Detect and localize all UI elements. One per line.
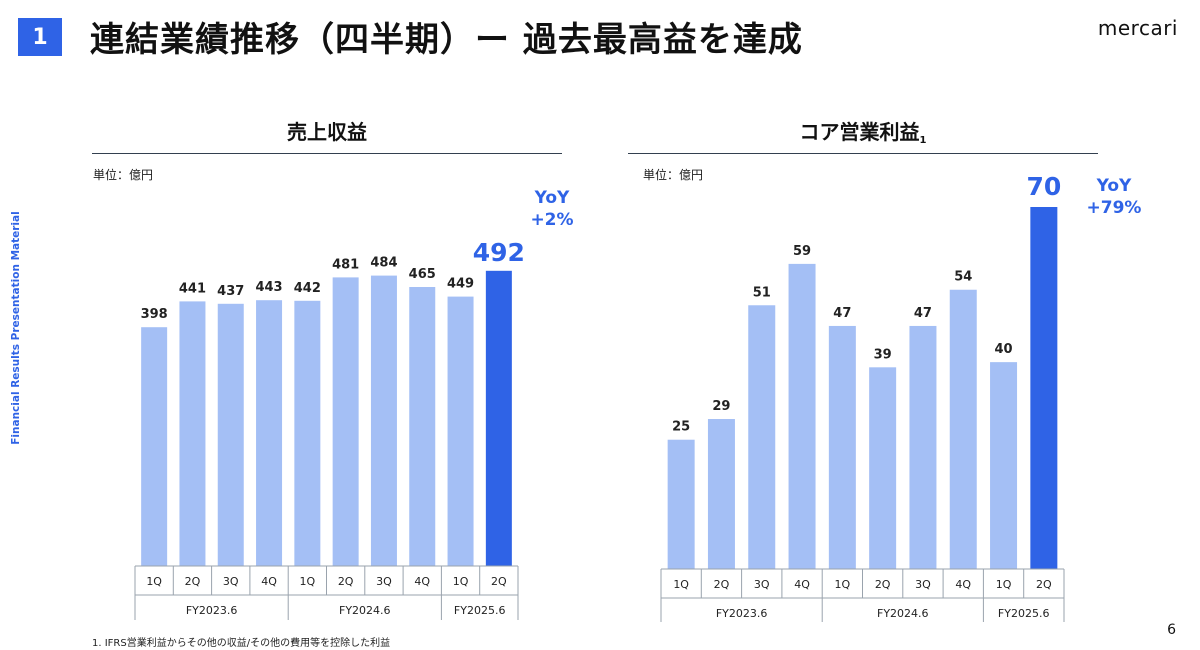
group-label-core-profit-2: FY2024.6 (877, 607, 929, 620)
bar-core-profit-1 (667, 439, 695, 569)
bar-value-label-revenue-7: 484 (370, 256, 397, 271)
tick-label-revenue-4: 4Q (261, 575, 277, 588)
group-label-core-profit-3: FY2025.6 (998, 607, 1050, 620)
tick-label-core-profit-9: 1Q (996, 578, 1012, 591)
tick-label-revenue-2: 2Q (185, 575, 201, 588)
bar-value-label-revenue-8: 465 (409, 267, 436, 282)
tick-label-core-profit-7: 3Q (915, 578, 931, 591)
bar-value-label-core-profit-9: 40 (995, 342, 1013, 357)
page-title: 連結業績推移（四半期）ー 過去最高益を達成 (90, 20, 803, 60)
bar-revenue-7 (370, 275, 397, 566)
tick-label-core-profit-1: 1Q (673, 578, 689, 591)
unit-label-revenue: 単位：億円 (93, 168, 154, 182)
page-number: 6 (1167, 622, 1176, 638)
bar-value-label-revenue-3: 437 (217, 284, 244, 299)
bar-value-label-core-profit-2: 29 (712, 399, 730, 414)
bar-core-profit-10 (1030, 207, 1058, 569)
group-label-revenue-1: FY2023.6 (186, 604, 238, 617)
bar-core-profit-6 (869, 367, 897, 569)
tick-label-core-profit-10: 2Q (1036, 578, 1052, 591)
tick-label-revenue-3: 3Q (223, 575, 239, 588)
yoy-label-core-profit: YoY (1096, 176, 1132, 196)
tick-label-core-profit-6: 2Q (875, 578, 891, 591)
bar-value-label-core-profit-7: 47 (914, 306, 932, 321)
bar-core-profit-4 (788, 263, 816, 569)
bar-core-profit-8 (949, 289, 977, 569)
bar-value-label-revenue-2: 441 (179, 281, 206, 296)
chart-title-revenue-text: 売上収益 (287, 120, 367, 144)
tick-label-core-profit-5: 1Q (835, 578, 851, 591)
bar-core-profit-9 (990, 362, 1018, 569)
bar-value-label-revenue-1: 398 (141, 307, 168, 322)
group-label-revenue-2: FY2024.6 (339, 604, 391, 617)
bar-revenue-5 (294, 300, 321, 566)
bar-value-label-core-profit-8: 54 (954, 270, 972, 285)
chart-title-core-operating-profit: コア営業利益1 (628, 116, 1098, 146)
group-label-revenue-3: FY2025.6 (454, 604, 506, 617)
tick-label-revenue-9: 1Q (453, 575, 469, 588)
bar-revenue-10 (485, 270, 512, 566)
chart-title-revenue: 売上収益 (92, 116, 562, 145)
tick-label-revenue-8: 4Q (414, 575, 430, 588)
tick-label-revenue-10: 2Q (491, 575, 507, 588)
yoy-value-core-profit: +79% (1087, 198, 1142, 218)
bar-revenue-1 (141, 327, 168, 566)
bar-value-label-core-profit-3: 51 (753, 285, 771, 300)
bar-value-label-core-profit-5: 47 (833, 306, 851, 321)
tick-label-core-profit-3: 3Q (754, 578, 770, 591)
group-label-core-profit-1: FY2023.6 (716, 607, 768, 620)
tick-label-revenue-1: 1Q (146, 575, 162, 588)
yoy-label-revenue: YoY (534, 188, 570, 208)
yoy-value-revenue: +2% (530, 210, 573, 230)
bar-core-profit-3 (748, 305, 776, 569)
bar-value-label-revenue-9: 449 (447, 277, 474, 292)
tick-label-revenue-7: 3Q (376, 575, 392, 588)
bar-revenue-8 (409, 287, 436, 566)
mercari-logo: mercari (1097, 16, 1178, 40)
bar-value-label-revenue-6: 481 (332, 257, 359, 272)
bar-core-profit-5 (828, 325, 856, 569)
tick-label-core-profit-8: 4Q (955, 578, 971, 591)
bar-revenue-9 (447, 296, 474, 566)
unit-label-core-operating-profit: 単位：億円 (643, 168, 704, 182)
bar-core-profit-7 (909, 325, 937, 569)
bar-value-label-revenue-4: 443 (255, 280, 282, 295)
tick-label-core-profit-2: 2Q (714, 578, 730, 591)
chart-title-core-operating-profit-sup: 1 (919, 135, 927, 146)
tick-label-revenue-5: 1Q (300, 575, 316, 588)
bar-revenue-6 (332, 277, 359, 566)
bar-value-label-core-profit-1: 25 (672, 420, 690, 435)
footnote: 1. IFRS営業利益からその他の収益/その他の費用等を控除した利益 (92, 638, 391, 649)
bar-revenue-2 (179, 301, 206, 566)
bar-revenue-3 (217, 303, 244, 566)
bar-core-profit-2 (707, 419, 735, 569)
bar-revenue-4 (256, 300, 283, 566)
bar-value-label-revenue-5: 442 (294, 281, 321, 296)
title-rule-revenue (92, 153, 562, 154)
bar-value-label-revenue-10: 492 (473, 238, 525, 267)
bar-value-label-core-profit-4: 59 (793, 244, 811, 259)
chart-title-core-operating-profit-text: コア営業利益 (799, 120, 920, 144)
section-number-badge: 1 (18, 18, 62, 56)
tick-label-core-profit-4: 4Q (794, 578, 810, 591)
bar-value-label-core-profit-10: 70 (1026, 172, 1061, 201)
tick-label-revenue-6: 2Q (338, 575, 354, 588)
title-rule-core-operating-profit (628, 153, 1098, 154)
bar-value-label-core-profit-6: 39 (874, 347, 892, 362)
